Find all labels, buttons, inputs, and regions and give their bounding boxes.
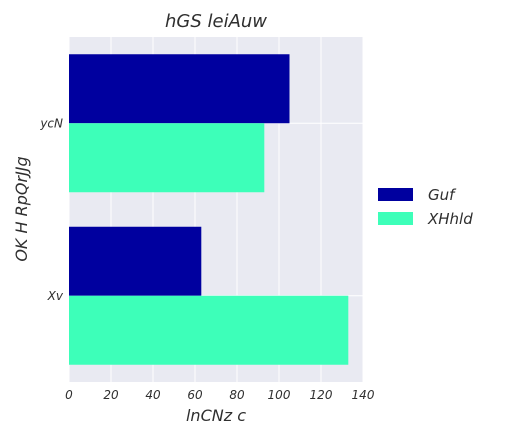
bar-guf-ycn — [69, 54, 290, 124]
legend-swatch-xhhld — [378, 212, 413, 225]
x-tick-label: 20 — [103, 388, 119, 402]
x-tick-label: 80 — [229, 388, 245, 402]
bar-guf-xv — [69, 226, 202, 296]
bar-xhhld-ycn — [69, 123, 265, 193]
x-tick-label: 0 — [65, 388, 73, 402]
y-tick-label: Xv — [47, 289, 64, 303]
bar-xhhld-xv — [69, 295, 349, 365]
chart-title: hGS leiAuw — [165, 11, 267, 32]
legend-label-xhhld: XHhld — [427, 210, 473, 228]
x-tick-label: 40 — [145, 388, 161, 402]
y-tick-label: ycN — [39, 116, 63, 130]
x-axis-label: lnCNz c — [186, 406, 246, 425]
x-tick-label: 60 — [187, 388, 203, 402]
bars — [69, 54, 349, 365]
x-tick-label: 140 — [352, 388, 375, 402]
legend: Guf XHhld — [378, 186, 473, 228]
y-axis-label: OK H RpQrJJg — [12, 156, 31, 261]
y-tick-labels: ycN Xv — [39, 116, 64, 303]
x-tick-label: 100 — [268, 388, 291, 402]
legend-label-guf: Guf — [428, 186, 457, 204]
x-tick-labels: 0 20 40 60 80 100 120 140 — [65, 388, 375, 402]
legend-swatch-guf — [378, 188, 413, 201]
x-tick-label: 120 — [310, 388, 333, 402]
